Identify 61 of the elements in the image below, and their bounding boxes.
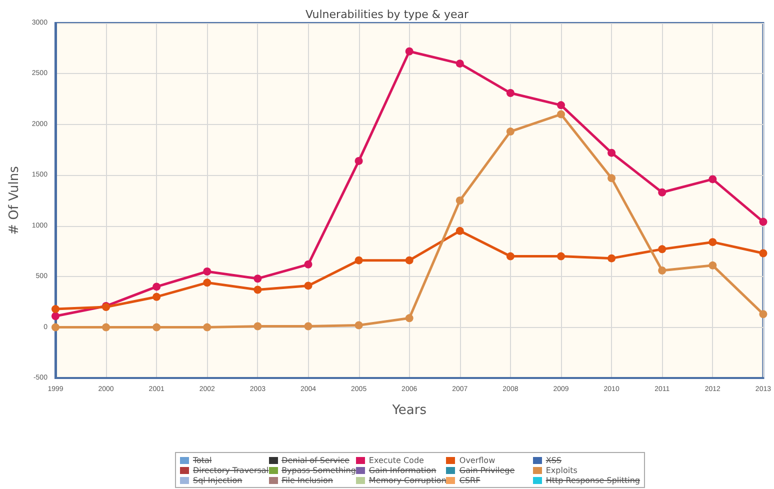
point [102, 323, 110, 332]
point [658, 245, 666, 254]
point [203, 323, 212, 332]
point [506, 88, 514, 97]
point [708, 238, 717, 246]
legend-label: Gain Information [368, 466, 436, 474]
point [51, 323, 60, 332]
point [304, 282, 312, 290]
point [759, 310, 768, 318]
legend-label: Total [193, 456, 212, 464]
point [557, 252, 565, 260]
point [405, 256, 414, 264]
point [304, 322, 312, 330]
point [506, 252, 514, 260]
point [354, 156, 363, 165]
point [152, 282, 161, 291]
legend-label: Gain Privilege [459, 466, 515, 474]
legend-label: Http Response Splitting [546, 476, 640, 484]
legend-label: Execute Code [368, 456, 424, 464]
point [456, 226, 464, 235]
point [456, 196, 464, 204]
point [708, 261, 717, 270]
point [456, 60, 464, 68]
point [708, 175, 717, 184]
point [152, 323, 161, 332]
legend-label: Denial of Service [282, 456, 350, 464]
point [354, 321, 363, 330]
y-axis-title: # Of Vulns [7, 166, 22, 235]
x-axis-title: Years [391, 403, 427, 418]
point [658, 188, 666, 196]
legend-label: Sql Injection [193, 476, 242, 484]
point [506, 128, 514, 136]
point [51, 312, 60, 320]
legend-label: Bypass Something [282, 466, 356, 474]
chart-title: Vulnerabilities by type & year [306, 8, 469, 21]
point [658, 266, 666, 274]
legend-label: CSRF [459, 476, 480, 484]
legend-label: XSS [546, 456, 562, 464]
point [608, 148, 616, 157]
point [203, 268, 212, 276]
legend-label: Overflow [459, 456, 496, 464]
point [51, 305, 60, 314]
point [254, 286, 262, 294]
point [304, 260, 312, 268]
point [608, 174, 616, 182]
point [557, 110, 565, 118]
point [254, 322, 262, 330]
point [203, 278, 212, 287]
legend-label: Memory Corruption [368, 476, 446, 484]
point [152, 292, 161, 301]
point [254, 274, 262, 283]
legend-label: Exploits [546, 466, 578, 474]
legend-label: File Inclusion [282, 476, 333, 484]
point [405, 47, 414, 56]
point [759, 249, 768, 258]
point [354, 256, 363, 264]
point [557, 101, 565, 110]
legend-label: Directory Traversal [193, 466, 269, 474]
point [759, 218, 768, 226]
point [608, 254, 616, 262]
point [405, 314, 414, 322]
